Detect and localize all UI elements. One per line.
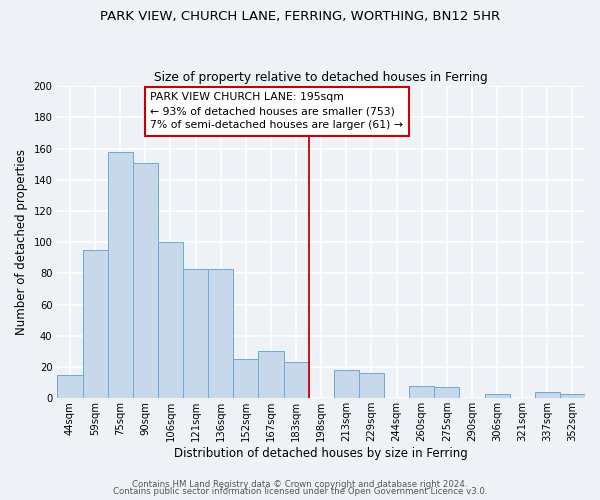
Bar — [560, 394, 585, 398]
Bar — [58, 375, 83, 398]
Bar — [434, 388, 460, 398]
Bar — [409, 386, 434, 398]
Bar — [334, 370, 359, 398]
Text: PARK VIEW, CHURCH LANE, FERRING, WORTHING, BN12 5HR: PARK VIEW, CHURCH LANE, FERRING, WORTHIN… — [100, 10, 500, 23]
Bar — [208, 268, 233, 398]
Title: Size of property relative to detached houses in Ferring: Size of property relative to detached ho… — [154, 70, 488, 84]
Bar — [535, 392, 560, 398]
Bar — [158, 242, 183, 398]
Bar — [485, 394, 509, 398]
Bar — [233, 360, 259, 399]
Bar — [259, 352, 284, 399]
Text: Contains public sector information licensed under the Open Government Licence v3: Contains public sector information licen… — [113, 487, 487, 496]
Bar — [83, 250, 107, 398]
Bar — [183, 268, 208, 398]
Bar — [133, 162, 158, 398]
Bar — [284, 362, 308, 398]
Text: Contains HM Land Registry data © Crown copyright and database right 2024.: Contains HM Land Registry data © Crown c… — [132, 480, 468, 489]
Text: PARK VIEW CHURCH LANE: 195sqm
← 93% of detached houses are smaller (753)
7% of s: PARK VIEW CHURCH LANE: 195sqm ← 93% of d… — [151, 92, 403, 130]
Bar — [107, 152, 133, 398]
Bar — [359, 374, 384, 398]
Y-axis label: Number of detached properties: Number of detached properties — [15, 149, 28, 335]
X-axis label: Distribution of detached houses by size in Ferring: Distribution of detached houses by size … — [175, 447, 468, 460]
